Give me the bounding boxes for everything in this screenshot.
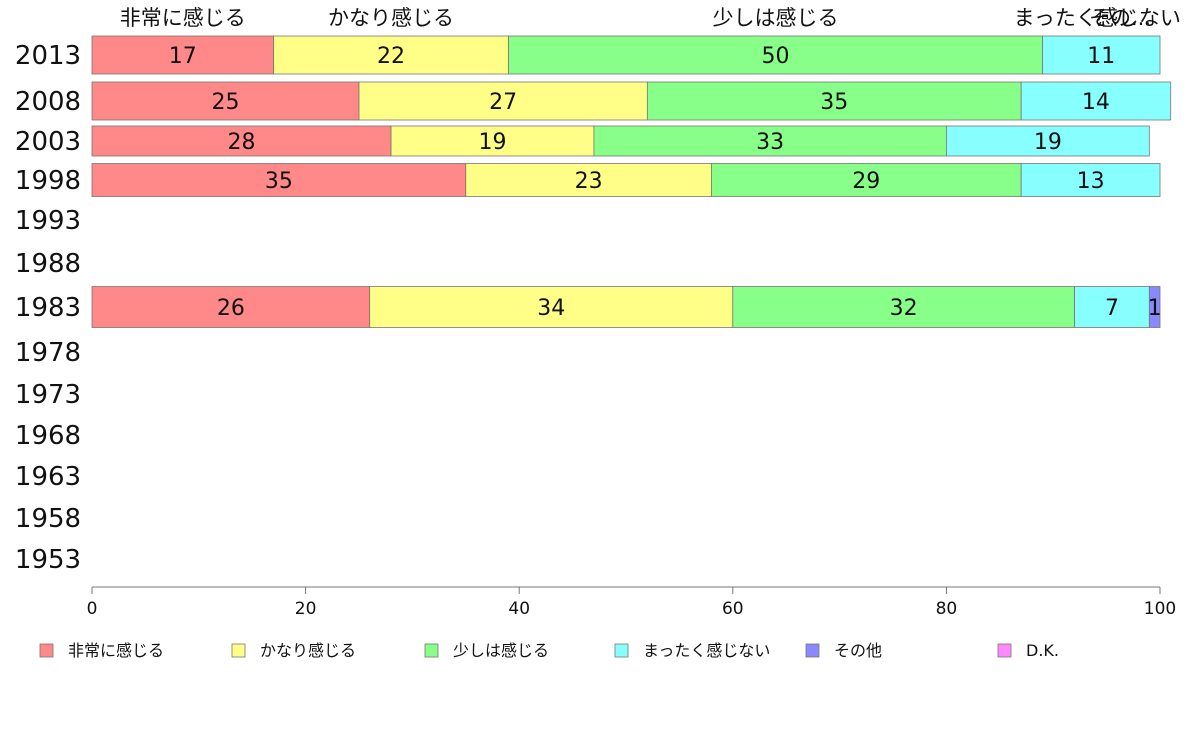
legend-label-1: かなり感じる: [260, 641, 356, 660]
value-label-2013-series-3: 11: [1087, 44, 1115, 69]
year-label-1963: 1963: [15, 462, 81, 492]
x-tick-label-60: 60: [722, 599, 744, 619]
legend-swatch-2: [424, 643, 439, 658]
legend-label-5: D.K.: [1026, 641, 1059, 660]
year-label-1973: 1973: [15, 380, 81, 410]
legend-swatch-3: [614, 643, 629, 658]
value-label-1983-series-3: 7: [1105, 296, 1119, 321]
bar-2013-series-0: [91, 35, 274, 75]
bar-2013-series-3: [1042, 35, 1161, 75]
value-label-2013-series-1: 22: [377, 44, 405, 69]
value-label-1983-series-1: 34: [537, 296, 565, 321]
year-label-1998: 1998: [15, 166, 81, 196]
year-label-1953: 1953: [15, 545, 81, 575]
x-tick-label-80: 80: [936, 599, 958, 619]
bar-1998-series-1: [465, 163, 712, 197]
legend-swatch-5: [997, 643, 1012, 658]
year-label-1983: 1983: [15, 293, 81, 323]
year-label-1968: 1968: [15, 421, 81, 451]
x-tick-label-40: 40: [508, 599, 530, 619]
year-labels: 2013 2008 2003 1998 1993 1988 1983 1978 1973 1968…: [15, 41, 81, 575]
legend-swatch-0: [39, 643, 54, 658]
bar-2008-series-1: [358, 81, 648, 121]
year-label-1978: 1978: [15, 338, 81, 368]
top-label-1: かなり感じる: [328, 6, 454, 30]
legend-label-3: まったく感じない: [643, 641, 770, 660]
bar-2008-series-0: [91, 81, 360, 121]
legend: 非常に感じる かなり感じる 少しは感じる まったく感じない その他 D.K.: [39, 641, 1059, 660]
x-axis: 0 20 40 60 80 100: [87, 586, 1176, 619]
year-label-2003: 2003: [15, 127, 81, 157]
value-label-2008-series-1: 27: [489, 90, 517, 115]
bar-2008-series-3: [1020, 81, 1172, 121]
value-label-1983-series-2: 32: [890, 296, 918, 321]
bar-2003-series-0: [91, 125, 392, 157]
value-label-1983-series-4: 1: [1148, 296, 1162, 321]
year-label-1993: 1993: [15, 206, 81, 236]
value-label-2003-series-3: 19: [1034, 130, 1062, 155]
top-label-4: その...: [1089, 6, 1151, 30]
legend-label-0: 非常に感じる: [68, 641, 164, 660]
bar-2003-series-1: [390, 125, 595, 157]
bar-2013-series-1: [273, 35, 509, 75]
year-label-1988: 1988: [15, 249, 81, 279]
legend-swatch-4: [805, 643, 820, 658]
value-label-2003-series-0: 28: [228, 130, 256, 155]
x-tick-label-100: 100: [1144, 599, 1176, 619]
value-label-2013-series-0: 17: [169, 44, 197, 69]
bar-1998-series-0: [91, 163, 467, 197]
bar-1983-series-1: [369, 286, 734, 328]
legend-label-2: 少しは感じる: [453, 641, 549, 660]
value-label-1983-series-0: 26: [217, 296, 245, 321]
bar-2003-series-3: [946, 125, 1150, 157]
value-label-2008-series-0: 25: [212, 90, 240, 115]
value-label-1998-series-2: 29: [852, 169, 880, 194]
bar-1983-series-3: [1074, 286, 1150, 328]
top-label-3: まったく感じない: [1014, 6, 1181, 30]
legend-swatch-1: [231, 643, 246, 658]
year-label-1958: 1958: [15, 504, 81, 534]
bar-1983-series-4: [1148, 286, 1161, 328]
bars-layer: 17 22 50 11 25 27 35 14 28 19 33 19 35 23 29 13 26 34 32 7 1: [91, 35, 1172, 328]
top-label-0: 非常に感じる: [120, 6, 246, 30]
year-label-2008: 2008: [15, 87, 81, 117]
legend-label-4: その他: [834, 641, 882, 660]
value-label-2003-series-1: 19: [479, 130, 507, 155]
value-label-2003-series-2: 33: [756, 130, 784, 155]
bar-1998-series-3: [1020, 163, 1161, 197]
bar-2013-series-2: [508, 35, 1043, 75]
year-label-2013: 2013: [15, 41, 81, 71]
bar-2008-series-2: [646, 81, 1022, 121]
top-category-labels: 非常に感じる かなり感じる 少しは感じる まったく感じないその...: [120, 6, 1181, 30]
bar-1983-series-2: [732, 286, 1075, 328]
value-label-1998-series-3: 13: [1077, 169, 1105, 194]
value-label-2008-series-2: 35: [820, 90, 848, 115]
top-label-2: 少しは感じる: [713, 6, 839, 30]
value-label-1998-series-1: 23: [575, 169, 603, 194]
x-tick-label-0: 0: [87, 599, 98, 619]
x-tick-label-20: 20: [295, 599, 317, 619]
value-label-2008-series-3: 14: [1082, 90, 1110, 115]
value-label-2013-series-2: 50: [762, 44, 790, 69]
value-label-1998-series-0: 35: [265, 169, 293, 194]
bar-1983-series-0: [91, 286, 371, 328]
